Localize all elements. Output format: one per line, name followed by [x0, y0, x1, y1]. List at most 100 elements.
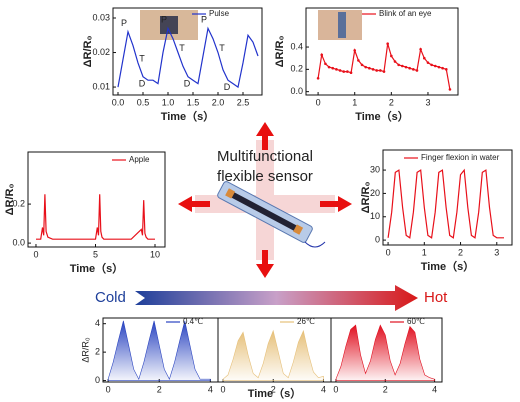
x-axis-label: Time（s） — [248, 387, 302, 400]
y-tick-label: 30 — [370, 164, 380, 174]
arrow-right — [320, 196, 352, 212]
y-tick-label: 10 — [370, 211, 380, 221]
y-axis-label: ΔR/R₀ — [80, 337, 90, 363]
y-axis-label: ΔR/R₀ — [360, 182, 372, 214]
annotation: T — [219, 43, 225, 53]
marker — [448, 88, 452, 91]
marker — [412, 68, 415, 71]
marker — [316, 76, 320, 80]
x-tick-label: 2 — [157, 384, 162, 394]
x-tick-label: 2.0 — [212, 97, 225, 107]
x-tick-label: 4 — [432, 384, 437, 394]
x-tick-label: 0 — [386, 247, 391, 257]
annotation: T — [179, 43, 185, 53]
annotation: D — [184, 79, 191, 89]
marker — [423, 56, 426, 60]
x-tick-label: 5 — [93, 249, 98, 259]
marker — [444, 68, 448, 71]
y-tick-label: 0.2 — [12, 198, 25, 208]
legend-label: Apple — [129, 155, 150, 164]
y-axis-label: ΔR/R₀ — [274, 36, 286, 68]
y-tick-label: 0.01 — [92, 81, 110, 91]
marker — [437, 65, 441, 69]
photo-inset — [338, 12, 346, 38]
marker — [382, 70, 386, 73]
x-tick-label: 3 — [494, 247, 499, 257]
marker — [338, 69, 342, 72]
hot-label: Hot — [424, 289, 448, 306]
y-tick-label: 4 — [95, 318, 100, 328]
x-tick-label: 4 — [208, 384, 213, 394]
marker — [433, 64, 437, 68]
legend-label: 26℃ — [297, 317, 315, 326]
legend-label: Blink of an eye — [379, 9, 432, 18]
plot-frame — [27, 151, 166, 248]
x-tick-label: 1 — [352, 97, 357, 107]
plot-frame — [382, 149, 513, 246]
marker — [346, 70, 349, 73]
y-tick-label: 2 — [95, 347, 100, 357]
x-tick-label: 1.5 — [187, 97, 200, 107]
marker — [324, 62, 327, 66]
marker — [360, 63, 364, 67]
x-tick-label: 0 — [221, 384, 226, 394]
x-tick-label: 2 — [389, 97, 394, 107]
annotation: T — [139, 53, 145, 63]
y-tick-label: 0 — [95, 375, 100, 385]
area — [335, 324, 435, 381]
line — [387, 168, 504, 239]
x-axis-label: Time（s） — [355, 110, 409, 123]
marker — [408, 66, 411, 70]
marker — [331, 66, 335, 70]
x-tick-label: 0 — [33, 249, 38, 259]
annotation: P — [201, 15, 207, 25]
line — [36, 194, 155, 240]
cold-label: Cold — [95, 289, 126, 306]
y-tick-label: 0.4 — [290, 41, 303, 51]
y-tick-label: 0.2 — [290, 64, 303, 74]
y-tick-label: 20 — [370, 188, 380, 198]
area — [107, 320, 211, 381]
plot-frame — [305, 7, 459, 96]
temperature-arrow — [135, 285, 418, 311]
legend-label: Pulse — [209, 9, 230, 18]
x-tick-label: 2 — [271, 384, 276, 394]
marker — [397, 63, 400, 67]
x-tick-label: 1.0 — [162, 97, 175, 107]
y-tick-label: 0.0 — [12, 237, 25, 247]
x-tick-label: 0 — [106, 384, 111, 394]
y-tick-label: 0.03 — [92, 12, 110, 22]
marker — [426, 61, 430, 64]
area — [222, 329, 324, 381]
legend-label: Finger flexion in water — [421, 153, 500, 162]
marker — [393, 60, 397, 63]
x-axis-label: Time（s） — [70, 262, 124, 275]
y-axis-label: ΔR/R₀ — [4, 184, 16, 216]
marker — [415, 69, 419, 72]
marker — [364, 65, 368, 69]
x-tick-label: 0 — [316, 97, 321, 107]
photo-inset — [160, 16, 178, 34]
arrow-up — [256, 122, 274, 150]
y-axis-label: ΔR/R₀ — [82, 36, 94, 68]
y-tick-label: 0.02 — [92, 47, 110, 57]
x-tick-label: 10 — [150, 249, 160, 259]
x-tick-label: 2 — [383, 384, 388, 394]
x-tick-label: 2.5 — [237, 97, 250, 107]
marker — [390, 54, 393, 58]
sensor-wire — [304, 241, 326, 248]
annotation: D — [139, 79, 146, 89]
x-axis-label: Time（s） — [161, 110, 215, 123]
marker — [353, 49, 357, 52]
marker — [430, 63, 433, 67]
x-tick-label: 2 — [458, 247, 463, 257]
marker — [441, 66, 444, 70]
line — [117, 26, 259, 89]
center-label: Multifunctional — [217, 148, 313, 165]
annotation: D — [224, 82, 231, 92]
marker — [320, 53, 324, 57]
marker — [379, 69, 382, 72]
plot-frame — [330, 317, 443, 383]
marker — [342, 70, 346, 73]
